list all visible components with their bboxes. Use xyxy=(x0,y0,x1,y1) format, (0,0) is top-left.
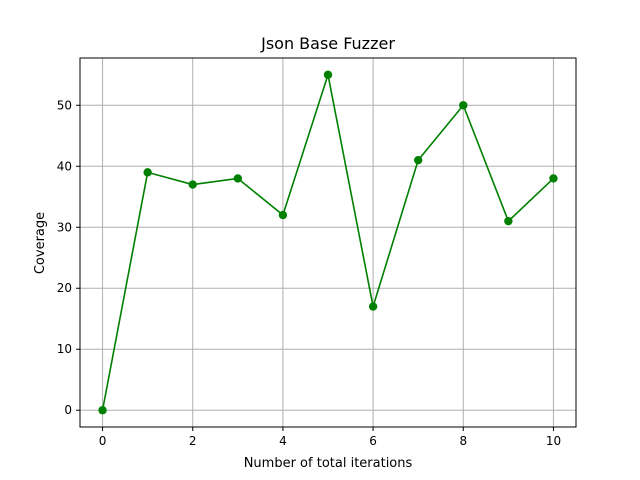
data-point xyxy=(459,101,468,110)
data-point xyxy=(413,155,423,165)
y-axis-label: Coverage xyxy=(33,212,48,274)
data-point xyxy=(233,174,243,183)
y-tick-label: 40 xyxy=(57,159,72,173)
axis-ticks: 0 2 4 6 8 10 0 10 20 30 40 50 xyxy=(57,98,561,448)
grid xyxy=(80,58,576,427)
x-tick-label: 2 xyxy=(189,434,197,448)
y-tick-label: 0 xyxy=(64,403,72,417)
data-point xyxy=(188,180,197,189)
chart-title: Json Base Fuzzer xyxy=(260,34,395,53)
plot-frame xyxy=(79,57,577,428)
series xyxy=(98,70,558,415)
x-tick-label: 6 xyxy=(369,434,377,448)
x-tick-label: 10 xyxy=(546,434,561,448)
y-tick-label: 10 xyxy=(57,342,72,356)
data-point xyxy=(504,216,513,226)
x-tick-label: 4 xyxy=(279,434,287,448)
data-point xyxy=(323,70,333,79)
x-tick-label: 0 xyxy=(99,434,107,448)
x-axis-label: Number of total iterations xyxy=(244,456,413,471)
data-point xyxy=(98,406,107,415)
data-point xyxy=(549,174,558,183)
data-point xyxy=(368,302,378,311)
y-tick-label: 30 xyxy=(57,220,72,234)
data-point xyxy=(143,168,152,177)
x-tick-label: 8 xyxy=(459,434,467,448)
y-tick-label: 20 xyxy=(57,281,72,295)
y-tick-label: 50 xyxy=(57,98,72,112)
data-point xyxy=(278,210,288,220)
